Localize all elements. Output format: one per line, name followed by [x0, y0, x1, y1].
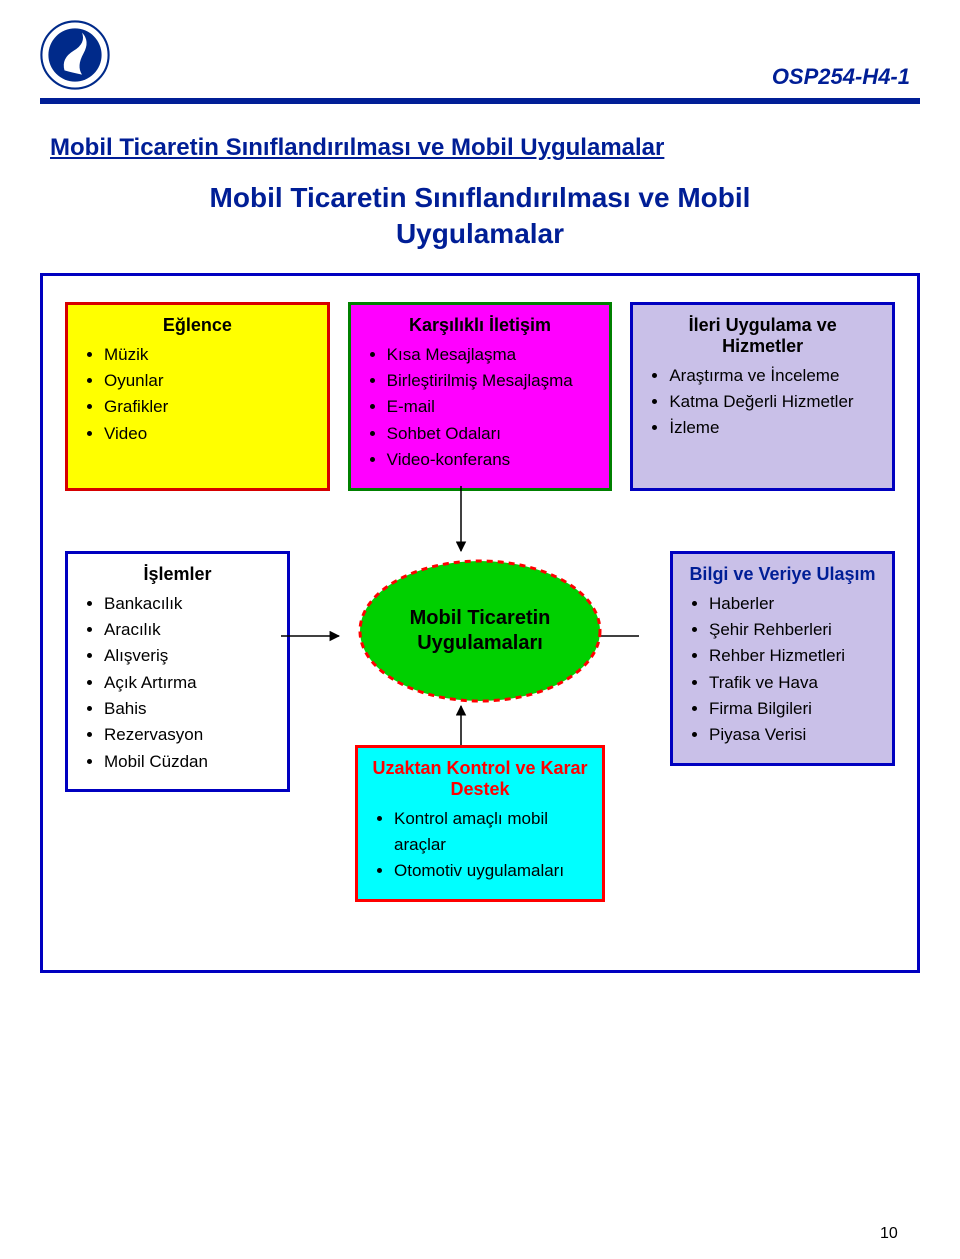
col-mid: Mobil Ticaretin Uygulamaları Uzaktan Kon…: [330, 551, 630, 902]
list-item: Araştırma ve İnceleme: [669, 363, 878, 389]
list-item: Grafikler: [104, 394, 313, 420]
list-item: Kısa Mesajlaşma: [387, 342, 596, 368]
list-item: Açık Artırma: [104, 670, 273, 696]
row-bottom: İşlemler Bankacılık Aracılık Alışveriş A…: [65, 551, 895, 902]
list-item: Video: [104, 421, 313, 447]
box-info-title: Bilgi ve Veriye Ulaşım: [687, 564, 878, 585]
list-item: Sohbet Odaları: [387, 421, 596, 447]
box-info-list: Haberler Şehir Rehberleri Rehber Hizmetl…: [709, 591, 878, 749]
list-item: E-mail: [387, 394, 596, 420]
list-item: Alışveriş: [104, 643, 273, 669]
box-entertainment-title: Eğlence: [82, 315, 313, 336]
list-item: Firma Bilgileri: [709, 696, 878, 722]
box-advanced: İleri Uygulama ve Hizmetler Araştırma ve…: [630, 302, 895, 491]
row-top: Eğlence Müzik Oyunlar Grafikler Video Ka…: [65, 302, 895, 491]
box-advanced-list: Araştırma ve İnceleme Katma Değerli Hizm…: [669, 363, 878, 442]
section-title-center: Mobil Ticaretin Sınıflandırılması ve Mob…: [130, 180, 830, 253]
list-item: Mobil Cüzdan: [104, 749, 273, 775]
list-item: Video-konferans: [387, 447, 596, 473]
box-remote: Uzaktan Kontrol ve Karar Destek Kontrol …: [355, 745, 605, 902]
box-advanced-title: İleri Uygulama ve Hizmetler: [647, 315, 878, 357]
box-communication-list: Kısa Mesajlaşma Birleştirilmiş Mesajlaşm…: [387, 342, 596, 474]
list-item: Rehber Hizmetleri: [709, 643, 878, 669]
box-communication-title: Karşılıklı İletişim: [365, 315, 596, 336]
doc-id: OSP254-H4-1: [772, 64, 910, 90]
list-item: Aracılık: [104, 617, 273, 643]
list-item: Oyunlar: [104, 368, 313, 394]
list-item: Rezervasyon: [104, 722, 273, 748]
box-info: Bilgi ve Veriye Ulaşım Haberler Şehir Re…: [670, 551, 895, 766]
center-ellipse: Mobil Ticaretin Uygulamaları: [350, 551, 610, 711]
box-remote-title: Uzaktan Kontrol ve Karar Destek: [372, 758, 588, 800]
list-item: Birleştirilmiş Mesajlaşma: [387, 368, 596, 394]
box-remote-list: Kontrol amaçlı mobil araçlar Otomotiv uy…: [394, 806, 588, 885]
box-entertainment-list: Müzik Oyunlar Grafikler Video: [104, 342, 313, 447]
box-transactions-title: İşlemler: [82, 564, 273, 585]
col-right: Bilgi ve Veriye Ulaşım Haberler Şehir Re…: [670, 551, 895, 766]
list-item: Haberler: [709, 591, 878, 617]
list-item: Katma Değerli Hizmetler: [669, 389, 878, 415]
diagram-frame: Eğlence Müzik Oyunlar Grafikler Video Ka…: [40, 273, 920, 973]
page-header: OSP254-H4-1: [40, 20, 920, 104]
section-title-underlined: Mobil Ticaretin Sınıflandırılması ve Mob…: [50, 134, 920, 162]
box-communication: Karşılıklı İletişim Kısa Mesajlaşma Birl…: [348, 302, 613, 491]
list-item: Piyasa Verisi: [709, 722, 878, 748]
list-item: Müzik: [104, 342, 313, 368]
box-transactions: İşlemler Bankacılık Aracılık Alışveriş A…: [65, 551, 290, 792]
box-entertainment: Eğlence Müzik Oyunlar Grafikler Video: [65, 302, 330, 491]
box-transactions-list: Bankacılık Aracılık Alışveriş Açık Artır…: [104, 591, 273, 775]
list-item: Kontrol amaçlı mobil araçlar: [394, 806, 588, 859]
list-item: Otomotiv uygulamaları: [394, 858, 588, 884]
list-item: Bankacılık: [104, 591, 273, 617]
list-item: İzleme: [669, 415, 878, 441]
center-ellipse-label: Mobil Ticaretin Uygulamaları: [350, 551, 610, 711]
list-item: Şehir Rehberleri: [709, 617, 878, 643]
university-logo: [40, 20, 110, 90]
page-number: 10: [880, 1225, 898, 1243]
col-left: İşlemler Bankacılık Aracılık Alışveriş A…: [65, 551, 290, 792]
list-item: Trafik ve Hava: [709, 670, 878, 696]
list-item: Bahis: [104, 696, 273, 722]
